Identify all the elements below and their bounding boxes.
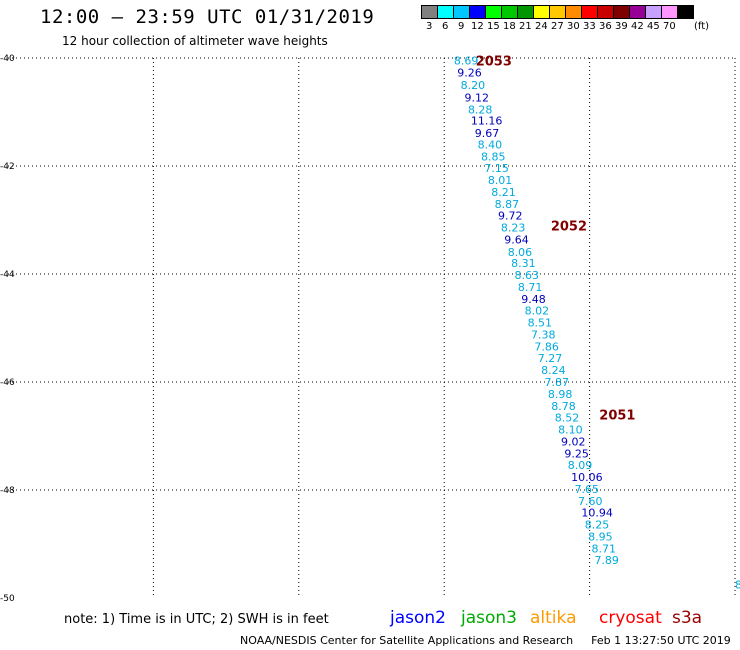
wave-height-label: 9.12	[465, 91, 490, 104]
wave-height-label: 8.25	[585, 519, 610, 532]
wave-height-label: 8.09	[568, 459, 593, 472]
wave-height-label: 11.16	[471, 115, 503, 128]
wave-height-label: 9.02	[561, 435, 586, 448]
wave-height-label: 8.31	[511, 257, 535, 270]
wave-height-label: 8.21	[491, 186, 515, 199]
scale-label: 42	[631, 21, 644, 32]
wave-height-label: 7.27	[538, 352, 563, 365]
wave-height-label: 8.24	[541, 364, 566, 377]
scale-label: 18	[503, 21, 516, 32]
wave-height-label: 7.60	[578, 495, 603, 508]
scale-label: 27	[551, 21, 564, 32]
wave-height-label: 9.26	[457, 67, 482, 80]
wave-height-label: 8.85	[481, 150, 506, 163]
scale-label: 39	[615, 21, 628, 32]
wave-height-label: 8.98	[548, 388, 573, 401]
scale-label: 9	[458, 21, 465, 32]
scale-label: 30	[567, 21, 580, 32]
wave-height-label: 9.64	[504, 233, 529, 246]
wave-height-label: 8.02	[525, 305, 550, 318]
wave-height-label: 8.01	[488, 174, 513, 187]
legend-item-cryosat: cryosat	[599, 608, 662, 628]
page-subtitle: 12 hour collection of altimeter wave hei…	[62, 34, 328, 48]
scale-label: 21	[519, 21, 532, 32]
lat-tick-label: -50	[0, 594, 15, 604]
lat-tick-label: -48	[0, 486, 15, 496]
wave-height-map: 151821242730-40-42-44-46-48-508.699.268.…	[0, 54, 740, 604]
wave-height-label: 8.52	[555, 412, 580, 425]
wave-height-label: 10.06	[571, 471, 603, 484]
color-scale-bar	[421, 5, 694, 19]
scale-label: 24	[535, 21, 548, 32]
scale-label: 36	[599, 21, 612, 32]
wave-height-label: 8.71	[518, 281, 543, 294]
scale-label: 45	[647, 21, 660, 32]
track-pass-label: 2051	[599, 408, 635, 423]
wave-height-label: 8.71	[592, 542, 617, 555]
scale-label: 70	[663, 21, 676, 32]
scale-label: 6	[442, 21, 449, 32]
wave-height-label: 8.69	[454, 55, 479, 68]
lat-tick-label: -42	[0, 162, 15, 172]
legend-item-jason2: jason2	[390, 608, 446, 628]
wave-height-label: 8	[735, 579, 740, 592]
wave-height-label: 7.89	[594, 554, 619, 567]
lat-tick-label: -46	[0, 378, 15, 388]
wave-height-label: 8.87	[495, 198, 520, 211]
wave-height-label: 9.67	[475, 127, 500, 140]
scale-unit: (ft)	[694, 21, 710, 32]
wave-height-label: 9.72	[498, 210, 523, 223]
legend-item-jason3: jason3	[461, 608, 517, 628]
scale-label: 33	[583, 21, 596, 32]
wave-height-label: 9.25	[564, 447, 589, 460]
lat-tick-label: -40	[0, 54, 15, 64]
scale-swatch	[677, 5, 694, 19]
footer-timestamp: Feb 1 13:27:50 UTC 2019	[591, 634, 731, 647]
wave-height-label: 7.65	[575, 483, 600, 496]
note-text: note: 1) Time is in UTC; 2) SWH is in fe…	[64, 612, 329, 627]
wave-height-label: 8.20	[461, 79, 486, 92]
footer-credit: NOAA/NESDIS Center for Satellite Applica…	[240, 634, 574, 647]
wave-height-label: 7.86	[534, 340, 559, 353]
color-scale: 3 6 9 12 15 18 21 24 27 30 33 36 39 42 45 70 (ft)	[421, 5, 709, 33]
wave-height-label: 7.87	[545, 376, 570, 389]
legend-item-s3a: s3a	[672, 608, 703, 628]
legend-item-altika: altika	[530, 608, 577, 628]
wave-height-label: 7.15	[484, 162, 509, 175]
footer: NOAA/NESDIS Center for Satellite Applica…	[240, 634, 731, 647]
track-pass-label: 2053	[476, 55, 512, 70]
wave-height-label: 8.28	[468, 103, 493, 116]
wave-height-label: 8.10	[558, 424, 583, 437]
wave-height-label: 8.95	[588, 530, 613, 543]
wave-height-label: 8.63	[514, 269, 539, 282]
wave-height-label: 8.23	[501, 222, 526, 235]
wave-height-label: 10.94	[581, 507, 613, 520]
wave-height-label: 8.06	[508, 246, 533, 259]
color-scale-labels: 3 6 9 12 15 18 21 24 27 30 33 36 39 42 45 70 (ft)	[421, 19, 709, 33]
wave-height-label: 9.48	[521, 293, 546, 306]
page-title: 12:00 – 23:59 UTC 01/31/2019	[40, 6, 375, 28]
wave-height-label: 8.78	[551, 400, 576, 413]
wave-height-label: 8.51	[528, 317, 553, 330]
wave-height-label: 7.38	[531, 328, 556, 341]
scale-label: 3	[426, 21, 433, 32]
scale-label: 12	[471, 21, 484, 32]
wave-height-label: 8.40	[478, 138, 503, 151]
scale-label: 15	[487, 21, 500, 32]
lat-tick-label: -44	[0, 270, 15, 280]
track-pass-label: 2052	[551, 219, 587, 234]
